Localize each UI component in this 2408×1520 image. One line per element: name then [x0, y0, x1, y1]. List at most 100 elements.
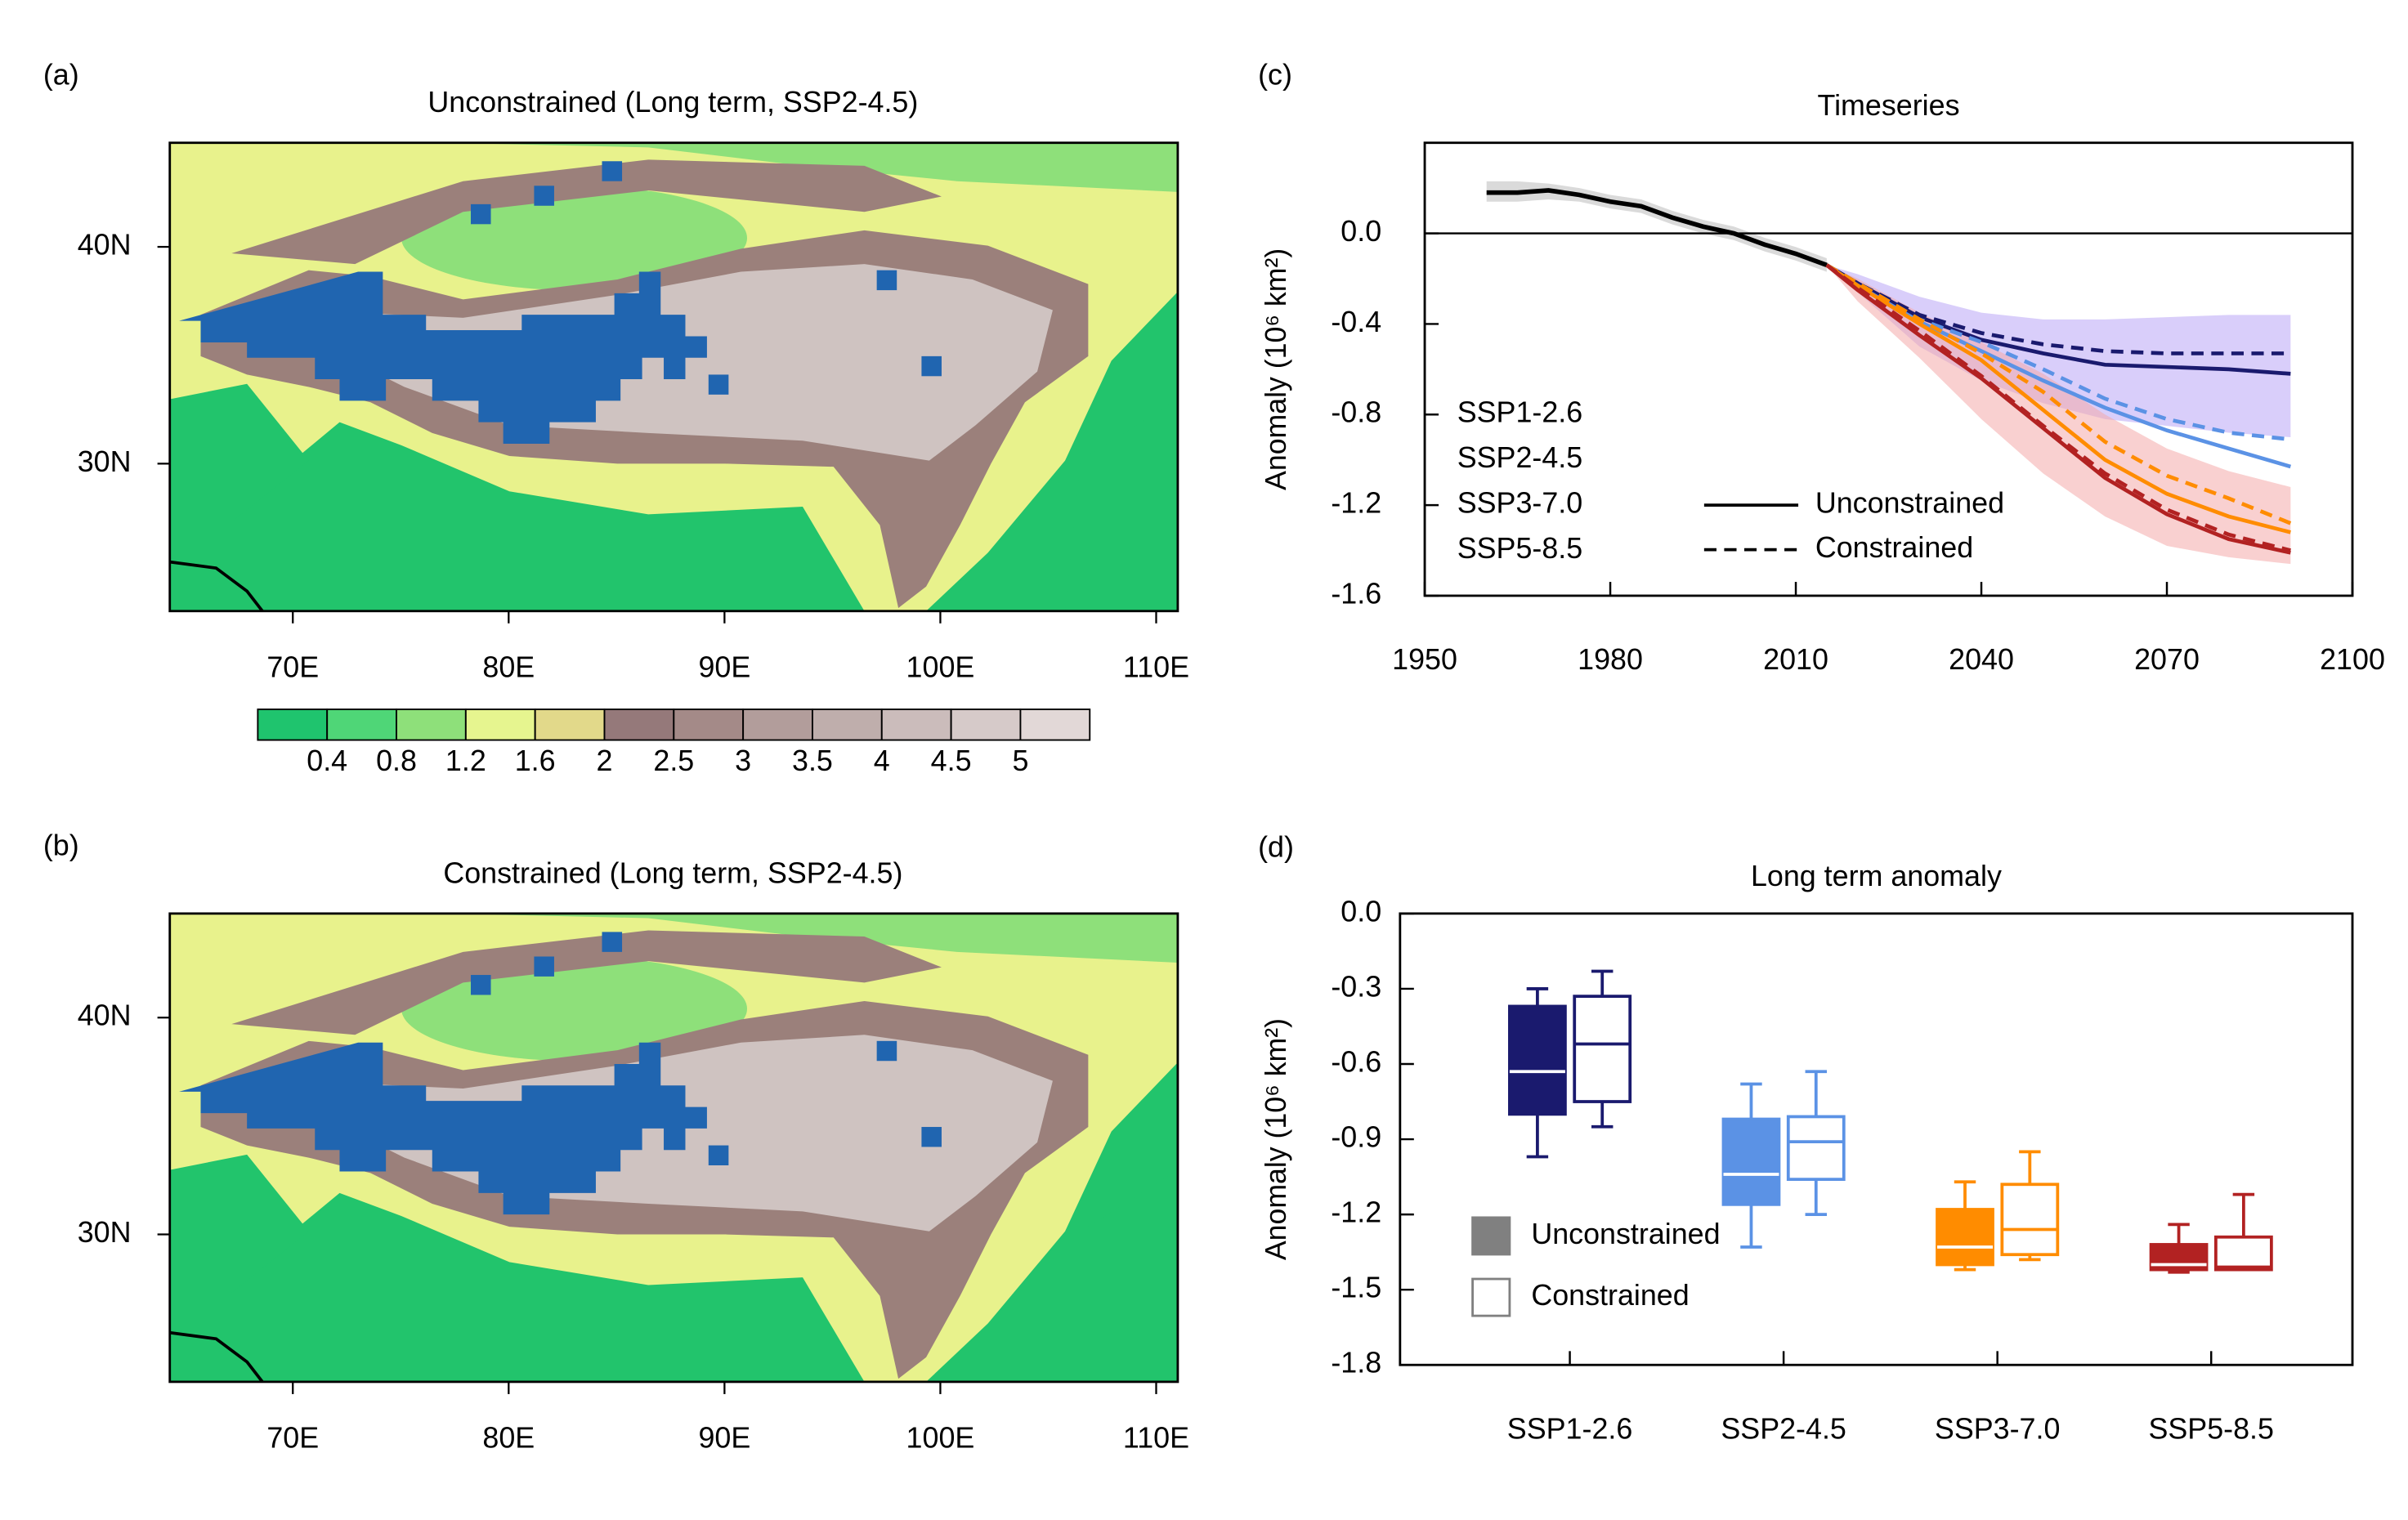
- y-tick-label: -0.8: [1331, 396, 1381, 429]
- y-tick-label: -1.5: [1331, 1272, 1381, 1304]
- x-tick-label: 90E: [698, 651, 750, 684]
- legend-label: Constrained: [1531, 1279, 1689, 1312]
- panel-label: (d): [1258, 830, 1294, 863]
- colorbar-box: [534, 709, 606, 741]
- y-tick-label: -1.2: [1331, 1196, 1381, 1229]
- y-tick-label: -0.3: [1331, 970, 1381, 1003]
- y-tick-label: 0.0: [1341, 895, 1381, 928]
- map-title: Constrained (Long term, SSP2-4.5): [443, 856, 902, 889]
- unconstrained-line: [1486, 188, 1828, 268]
- whisker-low: [1740, 1204, 1762, 1249]
- range-band: [1826, 265, 2291, 565]
- colorbar-box: [812, 709, 883, 741]
- x-tick-label: 70E: [266, 651, 319, 684]
- x-tick-label: 110E: [1123, 651, 1189, 684]
- box: [1721, 1117, 1781, 1206]
- y-tick-label: 30N: [78, 1216, 132, 1249]
- colorbar-label: 5: [1012, 744, 1028, 777]
- colorbar-label: 1.6: [515, 744, 556, 777]
- y-axis-label: Anomaly (10⁶ km²): [1260, 1018, 1292, 1260]
- legend-label: SSP2-4.5: [1457, 441, 1582, 474]
- map-area: [169, 142, 1178, 611]
- whisker-high: [1740, 1082, 1762, 1120]
- whisker-high: [2019, 1150, 2041, 1185]
- whisker-high: [1526, 987, 1549, 1007]
- y-tick-label: 40N: [78, 229, 132, 262]
- x-tick-label: SSP5-8.5: [2148, 1413, 2273, 1446]
- x-tick-label: 70E: [266, 1422, 319, 1455]
- colorbar-box: [880, 709, 952, 741]
- box: [1508, 1004, 1567, 1116]
- x-tick-label: 1950: [1392, 643, 1457, 676]
- x-tick-label: SSP1-2.6: [1507, 1413, 1632, 1446]
- x-tick-label: 1980: [1578, 643, 1643, 676]
- whisker-high: [1954, 1180, 1976, 1209]
- whisker-low: [1526, 1114, 1549, 1159]
- y-tick-label: 40N: [78, 999, 132, 1032]
- colorbar-box: [603, 709, 675, 741]
- y-tick-label: -0.6: [1331, 1046, 1381, 1079]
- whisker-low: [1805, 1179, 1827, 1216]
- x-tick-label: 80E: [482, 1422, 535, 1455]
- panel-label: (b): [43, 829, 79, 862]
- x-tick-label: SSP3-7.0: [1935, 1413, 2060, 1446]
- box: [1936, 1208, 1994, 1267]
- whisker-high: [1805, 1070, 1827, 1117]
- box: [2000, 1182, 2060, 1257]
- colorbar-box: [742, 709, 813, 741]
- plot-frame: [1423, 141, 2354, 597]
- x-tick-label: 2010: [1763, 643, 1828, 676]
- legend-label: Unconstrained: [1815, 487, 2004, 520]
- colorbar-label: 3: [735, 744, 751, 777]
- colorbar-box: [464, 709, 536, 741]
- unconstrained-line: [1825, 263, 2291, 376]
- y-tick-label: 30N: [78, 445, 132, 478]
- colorbar-label: 4: [874, 744, 890, 777]
- map-title: Unconstrained (Long term, SSP2-4.5): [427, 86, 918, 118]
- y-tick-label: -1.8: [1331, 1347, 1381, 1379]
- colorbar-label: 2.5: [653, 744, 694, 777]
- colorbar-box: [673, 709, 745, 741]
- box: [2213, 1235, 2273, 1272]
- chart-title: Long term anomaly: [1751, 860, 2002, 892]
- constrained-line: [1825, 263, 2291, 552]
- y-tick-label: -0.4: [1331, 306, 1381, 338]
- legend-label: SSP3-7.0: [1457, 487, 1582, 520]
- legend-label: SSP5-8.5: [1457, 532, 1582, 565]
- x-tick-label: 100E: [906, 651, 975, 684]
- whisker-high: [1591, 969, 1614, 997]
- colorbar-label: 0.8: [376, 744, 417, 777]
- colorbar-box: [257, 709, 329, 741]
- colorbar-box: [1019, 709, 1091, 741]
- colorbar-box: [950, 709, 1022, 741]
- colorbar-label: 1.2: [445, 744, 486, 777]
- x-tick-label: SSP2-4.5: [1721, 1413, 1846, 1446]
- range-band: [1826, 265, 2291, 437]
- constrained-line: [1825, 263, 2292, 525]
- constrained-line: [1825, 263, 2291, 355]
- chart-title: Timeseries: [1818, 89, 1960, 122]
- y-axis-label: Anomaly (10⁶ km²): [1260, 248, 1292, 490]
- colorbar-box: [326, 709, 397, 741]
- legend-label: SSP1-2.6: [1457, 396, 1582, 429]
- map-area: [169, 913, 1178, 1382]
- legend-label: Constrained: [1815, 531, 1973, 564]
- colorbar-label: 4.5: [931, 744, 972, 777]
- box: [1573, 995, 1632, 1103]
- x-tick-label: 2100: [2320, 643, 2385, 676]
- x-tick-label: 2070: [2134, 643, 2200, 676]
- whisker-high: [2232, 1192, 2255, 1237]
- legend-label: Unconstrained: [1531, 1218, 1720, 1250]
- unconstrained-line: [1825, 263, 2291, 534]
- colorbar-label: 0.4: [307, 744, 347, 777]
- whisker-low: [1591, 1102, 1614, 1129]
- constrained-line: [1825, 263, 2291, 442]
- colorbar-box: [396, 709, 467, 741]
- y-tick-label: -1.2: [1331, 487, 1381, 520]
- panel-label: (a): [43, 58, 79, 91]
- x-tick-label: 100E: [906, 1422, 975, 1455]
- box: [1786, 1115, 1846, 1182]
- panel-label: (c): [1258, 58, 1292, 91]
